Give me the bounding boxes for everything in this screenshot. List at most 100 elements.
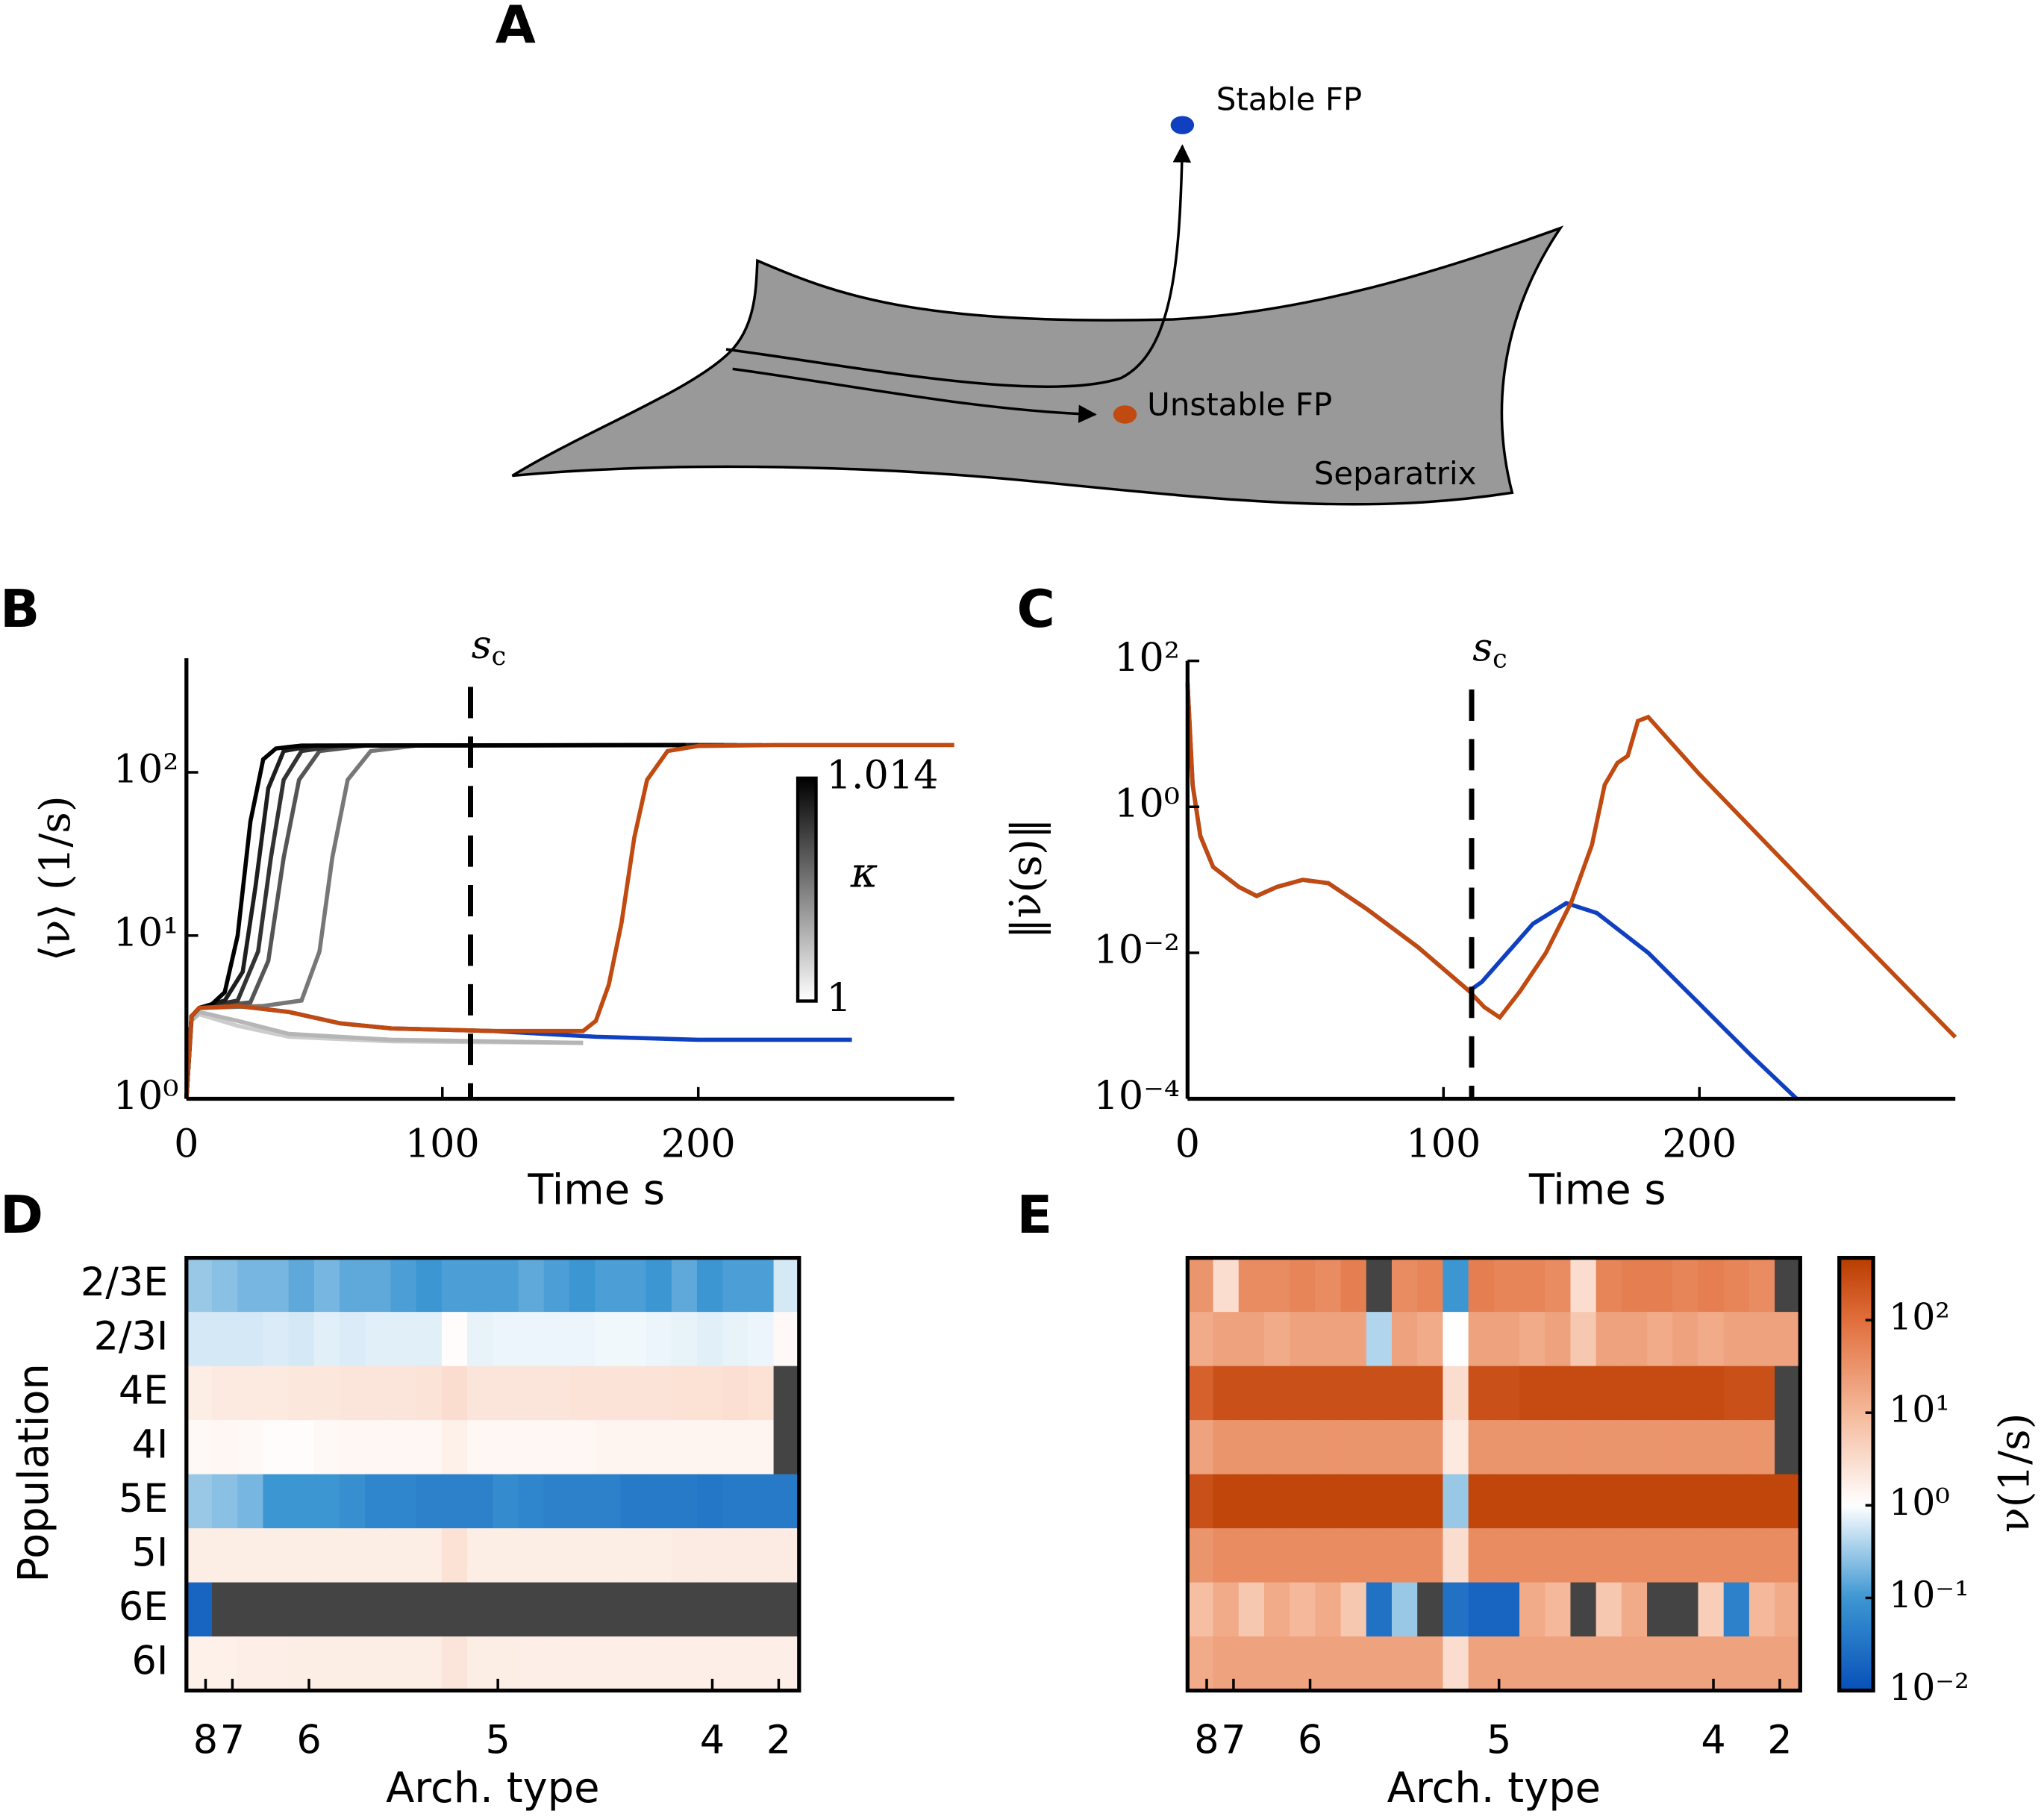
x-tick-label: 100: [405, 1122, 480, 1167]
heatmap-cell: [595, 1420, 622, 1475]
heatmap-cell: [365, 1474, 392, 1530]
y-tick-label: 10²: [113, 747, 179, 792]
heatmap-cell: [1672, 1582, 1699, 1638]
heatmap-cell: [1315, 1257, 1342, 1313]
heatmap-cell: [237, 1257, 264, 1313]
heatmap-cell: [569, 1366, 596, 1422]
heatmap-cell: [1468, 1366, 1495, 1422]
heatmap-cell: [569, 1636, 596, 1692]
heatmap-cell: [671, 1366, 698, 1422]
y-tick-label: 5I: [132, 1530, 169, 1575]
heatmap-cell: [543, 1528, 570, 1583]
x-tick-label: 8: [193, 1717, 218, 1763]
heatmap-cell: [1775, 1366, 1801, 1422]
heatmap-cell: [1519, 1528, 1546, 1583]
heatmap-cell: [340, 1420, 366, 1475]
heatmap-cell: [1213, 1474, 1240, 1530]
heatmap-cell: [696, 1636, 724, 1692]
heatmap-cell: [748, 1420, 775, 1475]
heatmap-cell: [1417, 1582, 1444, 1638]
heatmap-cell: [1187, 1312, 1214, 1367]
heatmap-cell: [1392, 1474, 1419, 1530]
heatmap-cell: [1443, 1582, 1469, 1638]
heatmap-cell: [1443, 1366, 1469, 1422]
heatmap-cell: [313, 1257, 341, 1313]
heatmap-cell: [748, 1366, 775, 1422]
heatmap-cell: [467, 1528, 494, 1583]
y-tick-label: 6E: [119, 1584, 168, 1630]
heatmap-cell: [212, 1312, 239, 1367]
heatmap-cell: [313, 1420, 341, 1475]
heatmap-cell: [1672, 1366, 1699, 1422]
heatmap-cell: [595, 1257, 622, 1313]
x-tick-label: 200: [661, 1122, 736, 1167]
heatmap-cell: [773, 1312, 800, 1367]
heatmap-cell: [1570, 1528, 1597, 1583]
heatmap-cell: [748, 1582, 775, 1638]
heatmap-cell: [1672, 1312, 1699, 1367]
heatmap-cell: [1698, 1474, 1725, 1530]
heatmap-cell: [313, 1636, 341, 1692]
heatmap-cell: [696, 1474, 724, 1530]
heatmap-cell: [1723, 1257, 1750, 1313]
heatmap-cell: [1493, 1528, 1521, 1583]
heatmap-cell: [212, 1636, 239, 1692]
colorbar-label: ν(1/s): [1991, 1413, 2040, 1533]
panel-letter: A: [496, 0, 536, 55]
heatmap-cell: [1621, 1312, 1648, 1367]
heatmap-cell: [1748, 1582, 1776, 1638]
heatmap-cell: [1723, 1528, 1750, 1583]
colorbar-tick-label: 1.014: [826, 752, 938, 798]
heatmap-cell: [1263, 1474, 1291, 1530]
heatmap-cell: [620, 1582, 647, 1638]
y-tick-label: 4E: [119, 1368, 168, 1413]
heatmap-cell: [1723, 1366, 1750, 1422]
heatmap-cell: [1290, 1420, 1316, 1475]
heatmap-cell: [748, 1474, 775, 1530]
heatmap-cell: [595, 1636, 622, 1692]
heatmap-cell: [441, 1312, 469, 1367]
heatmap-cell: [1493, 1366, 1521, 1422]
heatmap-cell: [773, 1366, 800, 1422]
heatmap-cell: [1493, 1420, 1521, 1475]
heatmap-cell: [1672, 1636, 1699, 1692]
heatmap-cell: [1417, 1474, 1444, 1530]
y-tick-label: 2/3I: [94, 1313, 169, 1359]
heatmap-cell: [1417, 1636, 1444, 1692]
heatmap-cell: [1315, 1636, 1342, 1692]
heatmap-cell: [186, 1312, 213, 1367]
heatmap-cell: [441, 1474, 469, 1530]
panel-a: A Stable FP Unstable FP Separatrix: [496, 0, 1564, 506]
heatmap-cell: [569, 1312, 596, 1367]
heatmap-cell: [390, 1420, 417, 1475]
heatmap-cell: [620, 1420, 647, 1475]
heatmap-cell: [416, 1420, 443, 1475]
heatmap-cell: [1519, 1636, 1546, 1692]
heatmap-cell: [1213, 1528, 1240, 1583]
heatmap-cell: [1340, 1474, 1367, 1530]
heatmap-cell: [1748, 1636, 1776, 1692]
heatmap-cell: [263, 1257, 290, 1313]
heatmap-cell: [340, 1257, 366, 1313]
heatmap-cell: [288, 1312, 315, 1367]
heatmap-cell: [416, 1312, 443, 1367]
heatmap-cell: [288, 1420, 315, 1475]
heatmap-cell: [313, 1312, 341, 1367]
heatmap-cell: [186, 1257, 213, 1313]
heatmap-cell: [365, 1636, 392, 1692]
heatmap-cell: [1545, 1582, 1572, 1638]
heatmap-cell: [1647, 1366, 1674, 1422]
heatmap-cell: [1263, 1366, 1291, 1422]
heatmap-cell: [1443, 1528, 1469, 1583]
heatmap-cell: [340, 1528, 366, 1583]
heatmap-cell: [1238, 1366, 1266, 1422]
heatmap-cell: [1417, 1528, 1444, 1583]
heatmap-cell: [1340, 1528, 1367, 1583]
heatmap-cell: [1647, 1420, 1674, 1475]
heatmap-cell: [1647, 1636, 1674, 1692]
heatmap-cell: [543, 1312, 570, 1367]
heatmap-cell: [493, 1420, 519, 1475]
heatmap-frame: [1185, 1256, 1802, 1693]
separatrix-surface: [511, 225, 1564, 506]
heatmap-cell: [1392, 1582, 1419, 1638]
